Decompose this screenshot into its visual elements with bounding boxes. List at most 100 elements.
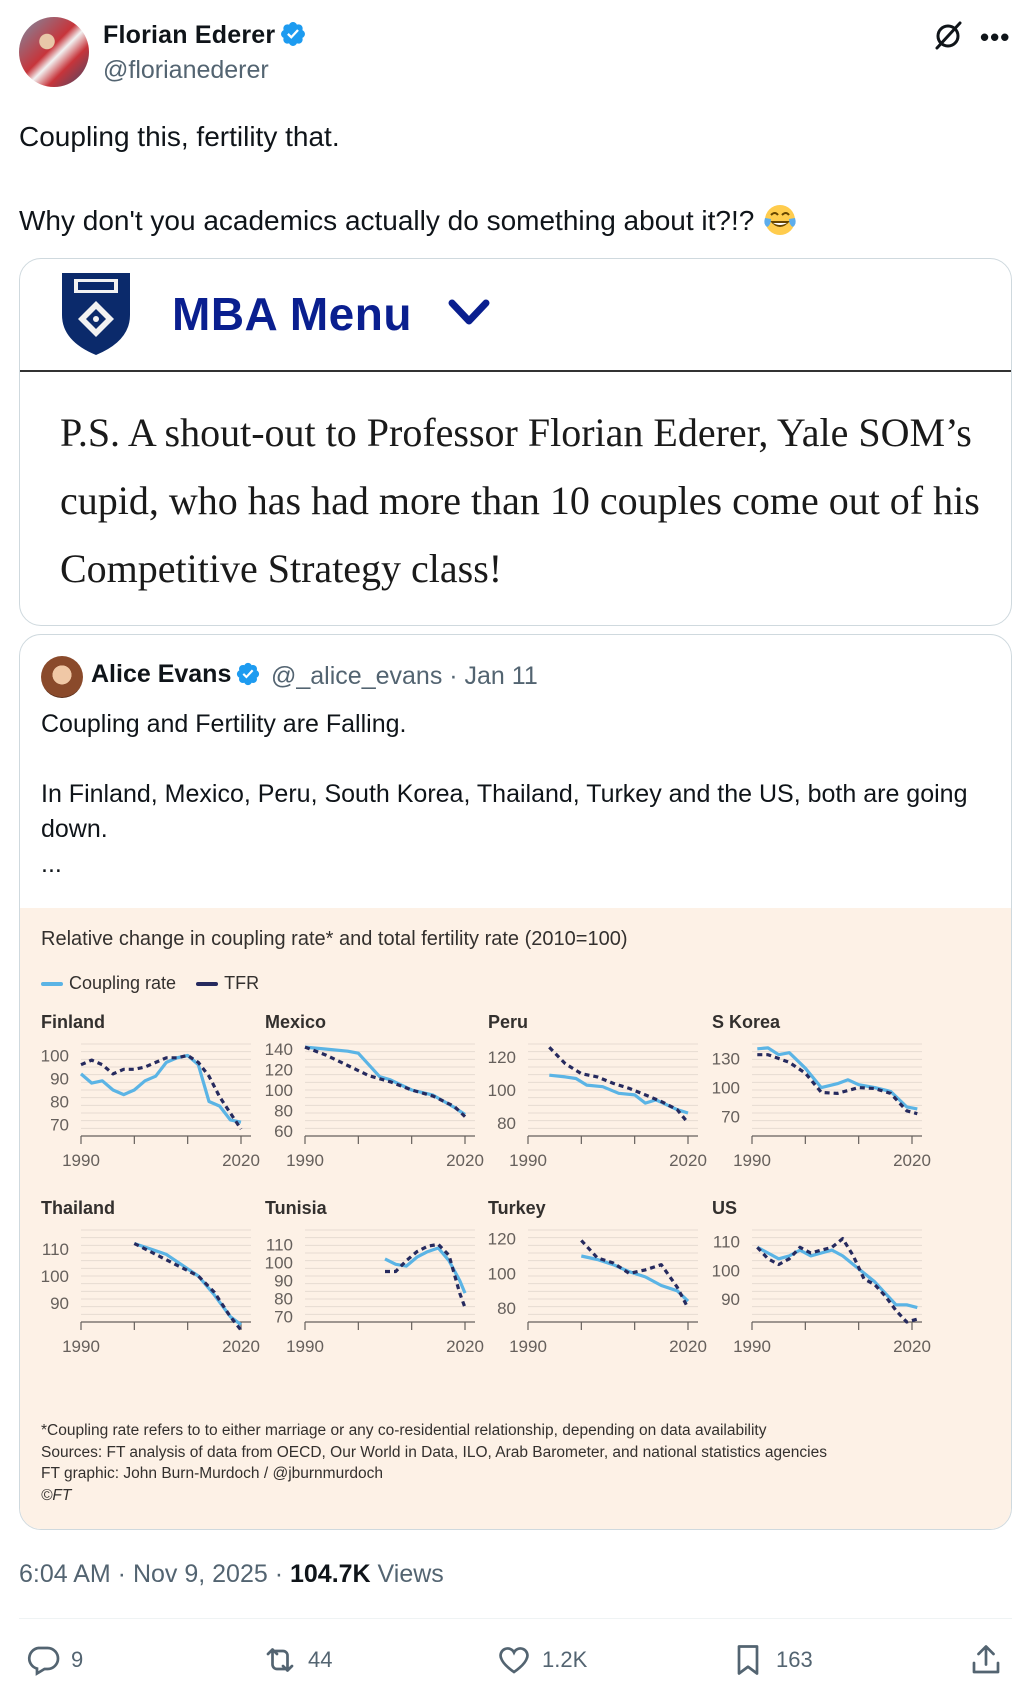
author-name-row[interactable]: Florian Ederer bbox=[103, 20, 307, 50]
yale-shield-logo-icon bbox=[62, 273, 130, 355]
verified-badge-icon bbox=[281, 22, 306, 46]
coupling-rate-line bbox=[549, 1073, 689, 1115]
y-tick-label: 80 bbox=[497, 1114, 516, 1133]
y-tick-label: 100 bbox=[488, 1081, 516, 1100]
x-tick-label: 2020 bbox=[222, 1337, 260, 1356]
author-name[interactable]: Florian Ederer bbox=[103, 21, 276, 49]
menu-title: MBA Menu bbox=[172, 288, 412, 340]
tweet-text-line: Coupling this, fertility that. bbox=[19, 121, 340, 152]
y-tick-label: 120 bbox=[265, 1061, 293, 1080]
chevron-down-icon bbox=[448, 299, 490, 325]
legend-swatch-coupling bbox=[41, 981, 63, 986]
footnote: FT graphic: John Burn-Murdoch / @jburnmu… bbox=[41, 1465, 383, 1482]
like-button[interactable]: 1.2K bbox=[496, 1642, 587, 1678]
y-tick-label: 130 bbox=[712, 1050, 740, 1069]
legend-swatch-tfr bbox=[196, 981, 219, 986]
tfr-line bbox=[548, 1046, 690, 1124]
x-tick-label: 2020 bbox=[446, 1151, 484, 1170]
x-tick-label: 2020 bbox=[669, 1151, 707, 1170]
author-handle[interactable]: @florianederer bbox=[103, 56, 269, 84]
tweet-timestamp[interactable]: 6:04 AM · Nov 9, 2025 · 104.7K Views bbox=[19, 1560, 444, 1589]
chart-legend: Coupling rate TFR bbox=[41, 973, 259, 994]
reply-count: 9 bbox=[71, 1647, 84, 1672]
y-tick-label: 120 bbox=[488, 1048, 516, 1067]
chart-footnotes: *Coupling rate refers to to either marri… bbox=[41, 1420, 827, 1506]
tfr-line bbox=[80, 1053, 243, 1130]
y-tick-label: 70 bbox=[721, 1108, 740, 1127]
views-label: Views bbox=[370, 1560, 444, 1588]
chart-image[interactable]: Relative change in coupling rate* and to… bbox=[20, 908, 1011, 1529]
x-tick-label: 1990 bbox=[62, 1337, 100, 1356]
y-tick-label: 80 bbox=[274, 1290, 293, 1309]
bookmark-icon bbox=[737, 1645, 759, 1675]
coupling-rate-line bbox=[79, 1053, 242, 1124]
verified-badge-icon bbox=[237, 662, 260, 686]
share-icon bbox=[972, 1645, 1000, 1674]
y-tick-label: 110 bbox=[42, 1240, 69, 1259]
tfr-line bbox=[133, 1242, 243, 1332]
panel-title: Thailand bbox=[41, 1198, 115, 1218]
quoted-author-handle-date: @_alice_evans · Jan 11 bbox=[271, 662, 538, 690]
x-tick-label: 1990 bbox=[509, 1151, 547, 1170]
y-tick-label: 100 bbox=[712, 1261, 740, 1280]
newsletter-quote: P.S. A shout-out to Professor Florian Ed… bbox=[60, 410, 980, 591]
share-button[interactable] bbox=[968, 1642, 1004, 1678]
coupling-rate-line bbox=[756, 1245, 918, 1310]
views-count: 104.7K bbox=[289, 1560, 371, 1588]
panel-title: Tunisia bbox=[265, 1198, 328, 1218]
panel-title: Turkey bbox=[488, 1198, 546, 1218]
attached-image[interactable]: MBA Menu P.S. A shout-out to Professor F… bbox=[19, 258, 1012, 626]
coupling-rate-line bbox=[580, 1254, 690, 1303]
quoted-author-name-row: Alice Evans bbox=[91, 660, 261, 689]
coupling-rate-line bbox=[304, 1045, 466, 1116]
more-options-icon[interactable]: ••• bbox=[980, 22, 1011, 52]
repost-icon bbox=[266, 1648, 294, 1672]
grok-icon[interactable] bbox=[930, 18, 966, 54]
x-tick-label: 2020 bbox=[222, 1151, 260, 1170]
y-tick-label: 80 bbox=[274, 1101, 293, 1120]
y-tick-label: 100 bbox=[265, 1253, 293, 1272]
y-tick-label: 100 bbox=[41, 1267, 69, 1286]
panel-title: S Korea bbox=[712, 1012, 781, 1032]
quoted-text-line: In Finland, Mexico, Peru, South Korea, T… bbox=[41, 780, 968, 843]
y-tick-label: 100 bbox=[265, 1081, 293, 1100]
y-tick-label: 80 bbox=[50, 1093, 69, 1112]
x-tick-label: 1990 bbox=[286, 1151, 324, 1170]
chart-title: Relative change in coupling rate* and to… bbox=[41, 928, 628, 950]
repost-button[interactable]: 44 bbox=[262, 1642, 332, 1678]
y-tick-label: 70 bbox=[274, 1308, 293, 1327]
panel-title: Finland bbox=[41, 1012, 105, 1032]
y-tick-label: 90 bbox=[274, 1272, 293, 1291]
bookmark-button[interactable]: 163 bbox=[730, 1642, 813, 1678]
heart-icon bbox=[499, 1647, 529, 1674]
tfr-line bbox=[304, 1045, 467, 1118]
y-tick-label: 90 bbox=[721, 1290, 740, 1309]
quoted-tweet-card[interactable]: Alice Evans @_alice_evans · Jan 11 Coupl… bbox=[19, 634, 1012, 1530]
x-tick-label: 2020 bbox=[893, 1151, 931, 1170]
repost-count: 44 bbox=[308, 1647, 333, 1672]
author-avatar[interactable] bbox=[19, 17, 89, 87]
bookmark-count: 163 bbox=[776, 1647, 813, 1672]
panel-title: Mexico bbox=[265, 1012, 326, 1032]
tfr-line bbox=[580, 1239, 690, 1309]
footnote: *Coupling rate refers to to either marri… bbox=[41, 1422, 767, 1439]
x-tick-label: 1990 bbox=[509, 1337, 547, 1356]
quoted-author-avatar bbox=[41, 656, 83, 698]
tears-of-joy-emoji-icon bbox=[764, 205, 796, 235]
quoted-text-line: Coupling and Fertility are Falling. bbox=[41, 710, 407, 738]
panel-title: US bbox=[712, 1198, 737, 1218]
legend-label-tfr: TFR bbox=[224, 973, 260, 993]
x-tick-label: 2020 bbox=[893, 1337, 931, 1356]
y-tick-label: 80 bbox=[497, 1299, 516, 1318]
y-tick-label: 110 bbox=[713, 1233, 740, 1252]
tfr-line bbox=[757, 1053, 918, 1116]
x-tick-label: 1990 bbox=[733, 1337, 771, 1356]
timestamp-text[interactable]: 6:04 AM · Nov 9, 2025 · bbox=[19, 1560, 290, 1588]
reply-button[interactable]: 9 bbox=[25, 1642, 83, 1678]
y-tick-label: 100 bbox=[712, 1079, 740, 1098]
reply-icon bbox=[27, 1646, 60, 1676]
x-tick-label: 2020 bbox=[446, 1337, 484, 1356]
like-count: 1.2K bbox=[542, 1647, 588, 1672]
divider bbox=[20, 370, 1011, 372]
